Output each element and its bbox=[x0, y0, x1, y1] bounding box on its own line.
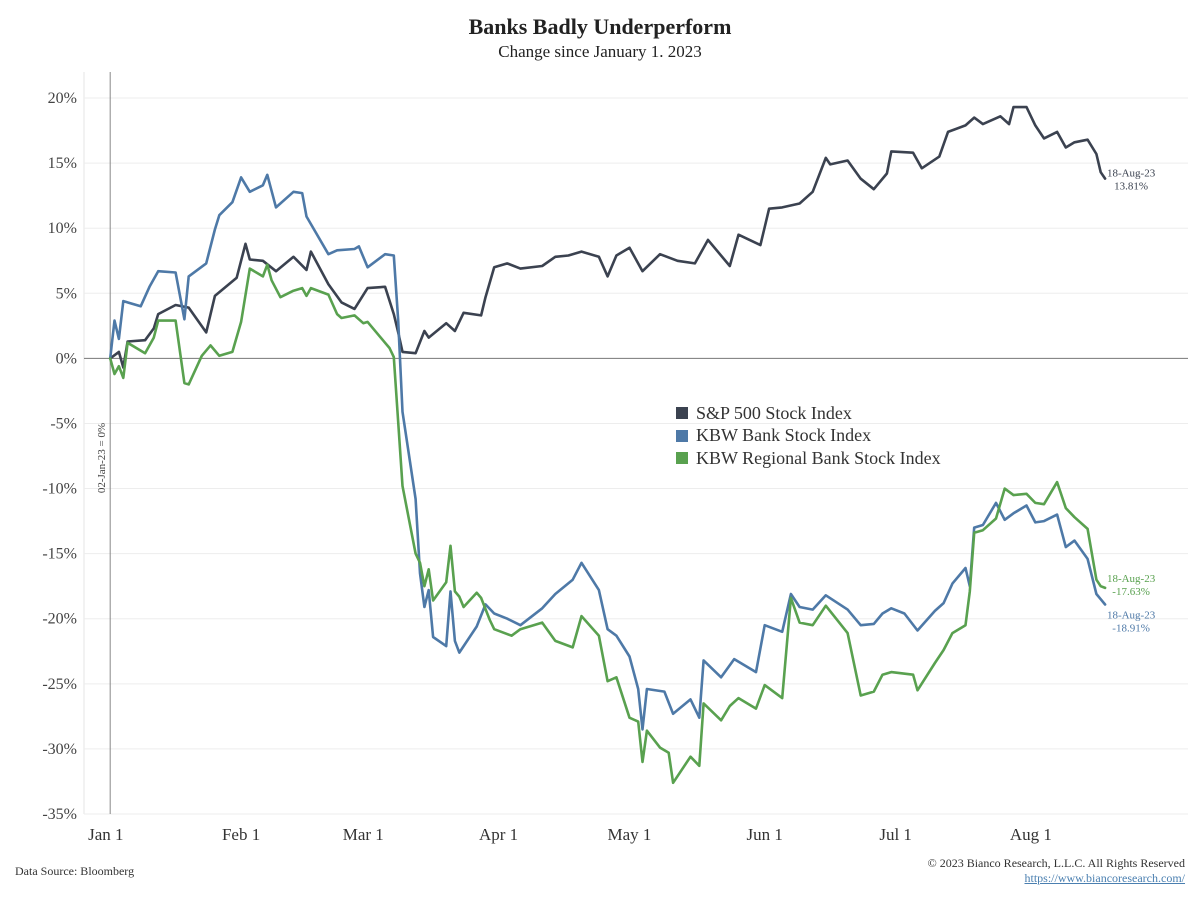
x-tick-label: Jul 1 bbox=[879, 825, 912, 844]
y-tick-label: -15% bbox=[42, 546, 77, 563]
end-label-value: -17.63% bbox=[1112, 586, 1150, 598]
y-tick-label: -10% bbox=[42, 481, 77, 498]
x-tick-label: Mar 1 bbox=[343, 825, 384, 844]
legend-label: KBW Bank Stock Index bbox=[696, 425, 872, 446]
legend-swatch bbox=[676, 452, 688, 465]
copyright: © 2023 Bianco Research, L.L.C. All Right… bbox=[927, 856, 1185, 870]
x-tick-label: Feb 1 bbox=[222, 825, 260, 844]
legend-label: KBW Regional Bank Stock Index bbox=[696, 447, 941, 468]
chart-subtitle: Change since January 1. 2023 bbox=[498, 42, 702, 61]
series-lines bbox=[108, 105, 1107, 785]
end-labels: 18-Aug-2313.81%18-Aug-23-18.91%18-Aug-23… bbox=[1107, 168, 1156, 635]
chart-title: Banks Badly Underperform bbox=[468, 14, 732, 39]
y-tick-label: 5% bbox=[56, 285, 77, 302]
data-source: Data Source: Bloomberg bbox=[15, 864, 135, 878]
y-tick-label: -20% bbox=[42, 611, 77, 628]
source-link[interactable]: https://www.biancoresearch.com/ bbox=[1024, 871, 1185, 885]
y-tick-label: -30% bbox=[42, 741, 77, 758]
legend-swatch bbox=[676, 429, 688, 442]
y-tick-label: 15% bbox=[48, 155, 77, 172]
x-ticks: Jan 1 Feb 1 Mar 1 Apr 1 May 1 Jun 1 Jul 1 Aug 1 bbox=[88, 825, 1052, 844]
x-tick-label: May 1 bbox=[607, 825, 651, 844]
baseline-label: 02-Jan-23 = 0% bbox=[96, 423, 108, 493]
y-tick-label: 0% bbox=[56, 350, 77, 367]
series-line-1 bbox=[108, 173, 1107, 731]
y-tick-label: -5% bbox=[50, 415, 77, 432]
end-label-date: 18-Aug-23 bbox=[1107, 610, 1156, 622]
y-tick-label: -25% bbox=[42, 676, 77, 693]
y-ticks: 20% 15% 10% 5% 0% -5% -10% -15% -20% -25% -30% -35% bbox=[42, 90, 77, 823]
end-label-date: 18-Aug-23 bbox=[1107, 168, 1156, 180]
y-tick-label: 20% bbox=[48, 90, 77, 107]
x-tick-label: Apr 1 bbox=[479, 825, 518, 844]
legend-item: KBW Bank Stock Index bbox=[676, 425, 941, 448]
legend-swatch bbox=[676, 407, 688, 420]
end-label-date: 18-Aug-23 bbox=[1107, 573, 1156, 585]
grid-layer: 02-Jan-23 = 0% bbox=[84, 72, 1188, 815]
legend: S&P 500 Stock Index KBW Bank Stock Index K… bbox=[676, 402, 941, 470]
legend-label: S&P 500 Stock Index bbox=[696, 402, 852, 423]
series-line-0 bbox=[108, 105, 1107, 369]
end-label-value: 13.81% bbox=[1114, 181, 1148, 193]
x-tick-label: Aug 1 bbox=[1010, 825, 1052, 844]
x-tick-label: Jun 1 bbox=[747, 825, 783, 844]
series-line-2 bbox=[108, 263, 1107, 785]
y-tick-label: 10% bbox=[48, 220, 77, 237]
x-tick-label: Jan 1 bbox=[88, 825, 123, 844]
legend-item: S&P 500 Stock Index bbox=[676, 402, 941, 425]
legend-item: KBW Regional Bank Stock Index bbox=[676, 447, 941, 470]
y-tick-label: -35% bbox=[42, 806, 77, 823]
end-label-value: -18.91% bbox=[1112, 623, 1150, 635]
